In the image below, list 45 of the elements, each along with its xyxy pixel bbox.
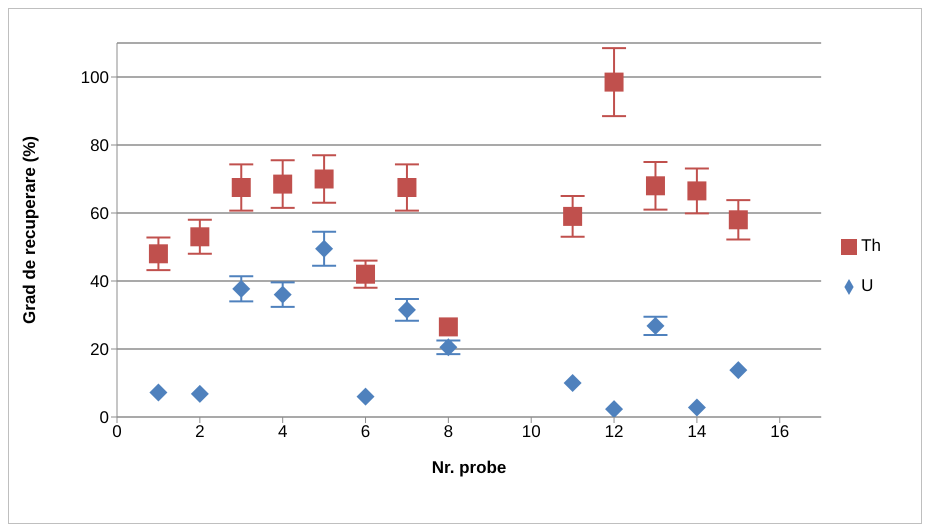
legend-label: U: [861, 276, 874, 295]
y-axis-title: Grad de recuperare (%): [20, 136, 40, 324]
point: [728, 210, 748, 230]
point: [688, 398, 706, 416]
x-tick-label: 12: [604, 422, 624, 442]
x-tick-label: 16: [770, 422, 790, 442]
point: [397, 178, 416, 197]
point: [190, 384, 209, 403]
point: [274, 286, 292, 304]
x-tick-label: 6: [360, 422, 370, 442]
point: [232, 178, 251, 197]
x-tick-label: 14: [687, 422, 706, 442]
point: [398, 300, 416, 319]
point: [729, 361, 748, 380]
point: [646, 316, 664, 335]
y-tick-label: 80: [90, 136, 109, 156]
x-axis-title: Nr. probe: [432, 458, 506, 477]
point: [564, 374, 582, 392]
x-tick-label: 8: [444, 422, 454, 442]
y-tick-label: 0: [100, 408, 109, 428]
y-tick-label: 60: [90, 204, 109, 224]
point: [273, 174, 292, 194]
x-tick-label: 10: [522, 422, 541, 442]
point: [315, 240, 334, 258]
point: [356, 264, 376, 284]
point: [563, 206, 582, 226]
point: [232, 280, 250, 298]
y-tick-label: 100: [80, 68, 109, 88]
point: [439, 338, 458, 356]
point: [190, 227, 210, 246]
point: [438, 317, 458, 336]
point: [604, 72, 624, 92]
y-tick-label: 20: [90, 340, 109, 360]
x-tick-label: 4: [278, 422, 288, 442]
legend-label: Th: [861, 236, 881, 255]
x-tick-label: 0: [112, 422, 122, 442]
point: [687, 181, 706, 200]
point: [605, 400, 624, 417]
point: [314, 170, 334, 188]
point: [148, 244, 168, 264]
y-tick-label: 40: [90, 272, 109, 292]
point: [149, 384, 168, 402]
point: [356, 388, 375, 406]
point: [646, 176, 665, 196]
x-tick-label: 2: [195, 422, 205, 442]
